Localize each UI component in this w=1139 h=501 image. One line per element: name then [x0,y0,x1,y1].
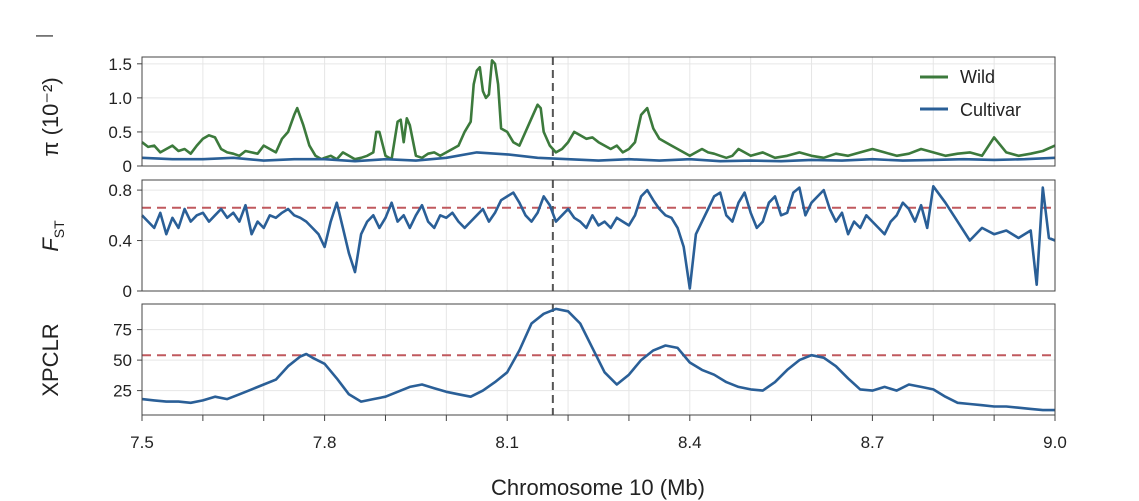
svg-text:FST: FST [38,220,67,252]
panel-xpclr: 75 50 25 XPCLR [38,303,1056,416]
pi-lines [141,57,1056,166]
x-axis: 7.5 7.8 8.1 8.4 8.7 9.0 [130,415,1067,452]
stray-mark: — [36,25,53,44]
xpclr-y-ticks: 75 50 25 [113,321,142,401]
fst-frame [141,179,1056,292]
x-tick-label: 8.7 [861,433,885,452]
fst-series-0-line [141,185,1056,290]
xpclr-ytick-label: 75 [113,321,132,340]
legend-label-cultivar: Cultivar [960,100,1021,120]
pi-ylabel: π (10⁻²) [38,77,63,156]
fst-ylabel: FST [38,220,67,252]
fst-y-ticks: 0.8 0.4 0 [108,181,142,301]
x-tick-label: 8.4 [678,433,702,452]
xpclr-ytick-label: 25 [113,382,132,401]
x-tick-label: 7.5 [130,433,154,452]
legend-label-wild: Wild [960,67,995,87]
x-tick-label: 8.1 [495,433,519,452]
pi-ytick-label: 0 [123,157,132,176]
x-tick-label: 7.8 [313,433,337,452]
fst-ytick-label: 0 [123,282,132,301]
xpclr-frame [141,303,1056,416]
pi-ytick-label: 1.0 [108,89,132,108]
xpclr-ytick-label: 50 [113,351,132,370]
pi-grid [141,57,1056,167]
panel-fst: 0.8 0.4 0 FST [38,179,1056,301]
x-axis-title: Chromosome 10 (Mb) [491,475,705,500]
xpclr-series-0-line [141,307,1055,412]
xpclr-ylabel: XPCLR [38,323,63,396]
pi-y-ticks: 1.5 1.0 0.5 0 [108,55,142,176]
x-tick-label: 9.0 [1043,433,1067,452]
pi-ytick-label: 0.5 [108,123,132,142]
fst-lines [141,180,1056,291]
panel-pi: 1.5 1.0 0.5 0 π (10⁻²) Wild Cultivar [38,55,1056,176]
pi-ytick-label: 1.5 [108,55,132,74]
pi-series-wild-line [141,59,1056,161]
fst-grid [141,180,1056,292]
pi-series-cultivar-line [141,151,1056,163]
xpclr-lines [141,304,1055,415]
pi-legend: Wild Cultivar [920,67,1021,120]
pi-frame [141,56,1056,167]
fst-ytick-label: 0.8 [108,181,132,200]
fst-ytick-label: 0.4 [108,232,132,251]
